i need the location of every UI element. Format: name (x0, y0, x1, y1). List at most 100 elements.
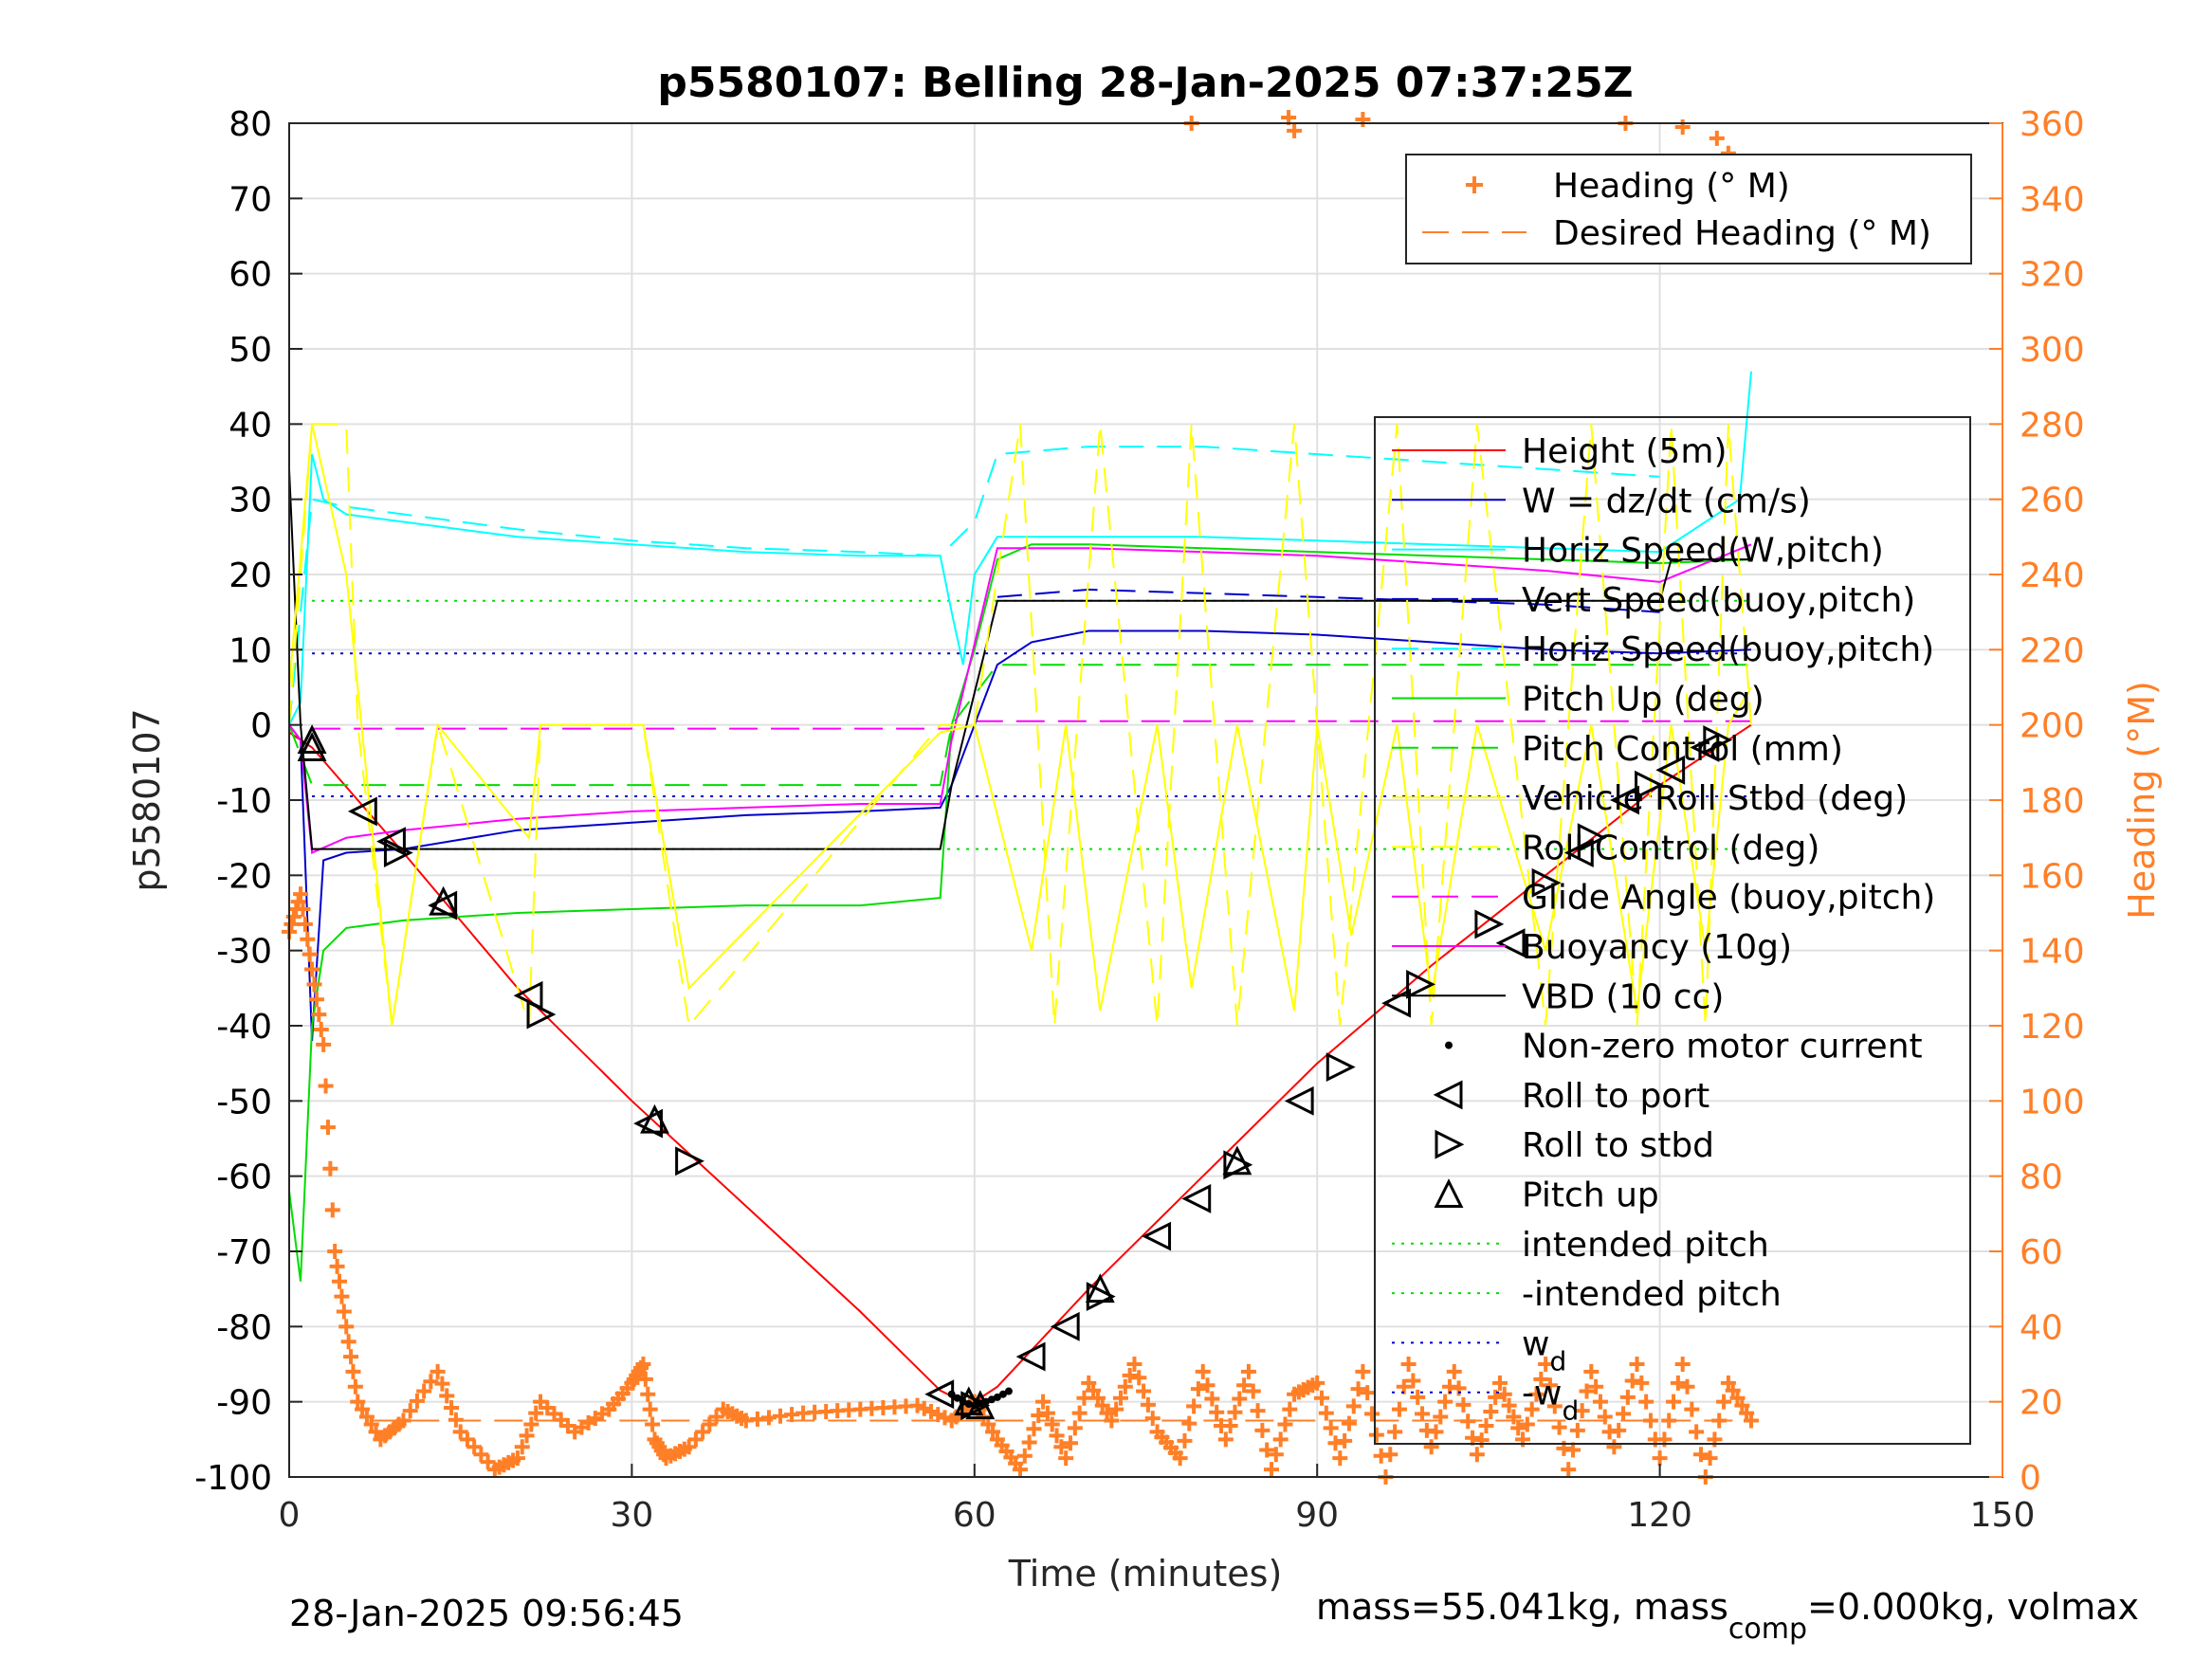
heading-point (313, 1021, 329, 1037)
legend-main-label-text: -w (1522, 1375, 1562, 1413)
legend-main-label-text: W = dz/dt (cm/s) (1522, 482, 1811, 520)
motor-current-point (970, 1401, 978, 1410)
heading-point (1638, 1394, 1654, 1410)
heading-point (444, 1400, 460, 1416)
legend-main-label-text: Vert Speed(buoy,pitch) (1522, 581, 1915, 620)
heading-point (1592, 1394, 1608, 1410)
roll-to-stbd-marker (1635, 770, 1664, 800)
heading-point (434, 1376, 450, 1392)
roll-to-port-marker (1381, 988, 1412, 1018)
tick-layer: 0 30 60 90 120 150-100-90-80-70-60-50-40-30-2… (194, 105, 2084, 1535)
heading-point (1666, 1394, 1682, 1410)
legend-main-box (1374, 416, 1971, 1445)
heading-point (1177, 1432, 1193, 1449)
y-axis-label: p5580107 (126, 708, 168, 891)
heading-point (1062, 1435, 1078, 1451)
heading-point (1282, 1401, 1298, 1417)
heading-point (1569, 1422, 1585, 1438)
heading-point (1460, 1413, 1476, 1430)
y-right-tick-label: 40 (2020, 1308, 2063, 1347)
y-right-tick-label: 360 (2020, 105, 2085, 144)
heading-point (1679, 1378, 1695, 1395)
legend-main-label: Horiz Speed(buoy,pitch) (1522, 630, 1934, 669)
roll-to-port-marker (1495, 928, 1526, 958)
heading-point (1350, 1381, 1366, 1397)
heading-point (304, 961, 320, 977)
y-right-tick-label: 60 (2020, 1233, 2063, 1272)
roll-to-stbd-marker (1406, 969, 1435, 999)
heading-point (1035, 1394, 1051, 1410)
y-tick-label: -10 (216, 782, 272, 821)
heading-point (1131, 1370, 1147, 1386)
roll-to-stbd-marker (1577, 823, 1607, 853)
heading-point (1113, 1390, 1128, 1406)
roll-to-stbd-marker (675, 1146, 704, 1176)
legend-main-label-sub: d (1549, 1345, 1566, 1376)
roll-to-stbd-marker (1223, 1150, 1253, 1180)
heading-point (1337, 1432, 1353, 1449)
y-tick-label: 70 (229, 180, 272, 219)
legend-main-label: Roll to port (1522, 1077, 1709, 1116)
legend-main-label-text: Roll Control (deg) (1522, 829, 1819, 867)
heading-point (1382, 1447, 1398, 1463)
legend-symbol-plus (1466, 176, 1483, 193)
roll-to-port-marker (1655, 755, 1686, 785)
roll-to-port-marker (347, 796, 377, 827)
heading-wrap-point (1355, 112, 1371, 128)
heading-point (1012, 1462, 1028, 1478)
grid-lines (288, 122, 2003, 1478)
heading-point (1327, 1435, 1344, 1451)
heading-point (1501, 1397, 1517, 1413)
heading-point (340, 1334, 356, 1350)
heading-point (1332, 1450, 1348, 1467)
heading-point (1561, 1462, 1577, 1478)
heading-point (295, 902, 311, 918)
heading-point (1031, 1407, 1047, 1423)
pitch-up-marker (429, 885, 459, 916)
series-vert-speed-buoy-pitch (996, 588, 1660, 613)
heading-point (1199, 1377, 1216, 1394)
heading-point (637, 1371, 653, 1387)
heading-point (1565, 1442, 1581, 1458)
heading-point (523, 1416, 539, 1432)
heading-point (332, 1273, 348, 1289)
heading-point (409, 1393, 425, 1409)
y-right-tick-label: 80 (2020, 1158, 2063, 1197)
y-right-tick-label: 240 (2020, 556, 2085, 595)
heading-point (645, 1416, 661, 1432)
series-buoyancy-10g (288, 543, 1752, 854)
heading-point (1433, 1409, 1449, 1425)
heading-point (1044, 1416, 1060, 1432)
heading-point (1538, 1357, 1554, 1372)
roll-to-port-marker (428, 890, 458, 921)
heading-point (1410, 1389, 1426, 1405)
heading-point (1204, 1391, 1220, 1407)
y-right-tick-label: 260 (2020, 482, 2085, 520)
legend-main-label-text: Pitch Control (mm) (1522, 730, 1843, 769)
y-tick-label: 40 (229, 406, 272, 445)
y-tick-label: 60 (229, 256, 272, 295)
heading-point (1579, 1383, 1595, 1399)
roll-to-port-marker (1050, 1311, 1080, 1341)
legend-main-label: W = dz/dt (cm/s) (1522, 482, 1811, 520)
heading-point (1254, 1422, 1271, 1438)
heading-point (1117, 1378, 1133, 1395)
motor-current-point (947, 1390, 956, 1398)
heading-point (1232, 1391, 1248, 1407)
heading-point (1049, 1428, 1065, 1444)
heading-point (1039, 1405, 1055, 1421)
heading-point (1318, 1405, 1334, 1421)
heading-point (1642, 1413, 1658, 1429)
motor-current-point (976, 1399, 984, 1408)
heading-point (1222, 1418, 1238, 1434)
heading-point (1546, 1398, 1563, 1414)
heading-point (1126, 1357, 1143, 1372)
heading-point (1661, 1413, 1677, 1429)
legend-main-label: Buoyancy (10g) (1522, 928, 1792, 967)
y-right-tick-label: 20 (2020, 1384, 2063, 1423)
roll-to-port-marker (1284, 1085, 1314, 1116)
heading-point (1391, 1401, 1407, 1417)
pitch-up-marker (640, 1103, 669, 1134)
y-right-tick-label: 340 (2020, 180, 2085, 219)
